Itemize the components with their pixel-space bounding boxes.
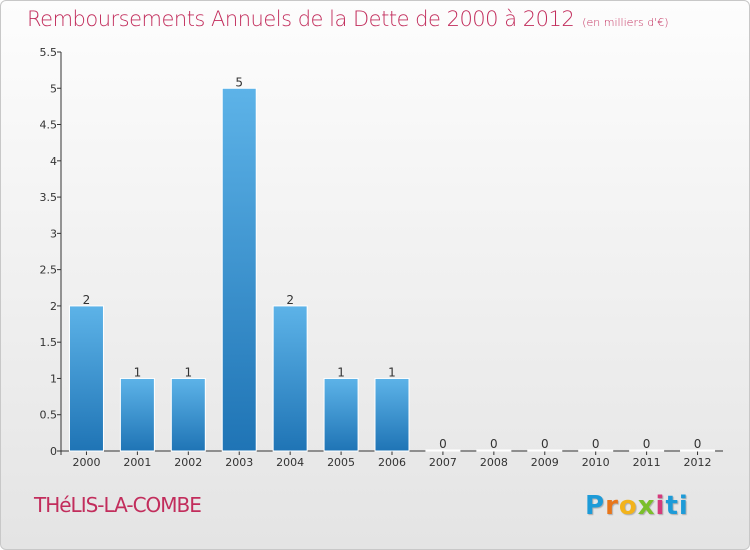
value-label: 1 — [184, 365, 192, 379]
chart-title: Remboursements Annuels de la Dette de 20… — [27, 7, 669, 31]
bar — [68, 305, 104, 452]
x-tick-label: 2001 — [123, 456, 151, 469]
x-tick-label: 2010 — [582, 456, 610, 469]
y-tick-label: 4.5 — [40, 119, 58, 132]
y-tick-label: 0 — [50, 445, 57, 458]
x-tick-label: 2011 — [633, 456, 661, 469]
value-label: 0 — [592, 437, 600, 451]
y-tick-label: 3.5 — [40, 191, 58, 204]
bar — [119, 377, 155, 452]
y-tick-label: 0.5 — [40, 409, 58, 422]
proxiti-logo: Proxiti — [585, 491, 689, 521]
y-tick-label: 5.5 — [40, 46, 58, 59]
bar — [221, 87, 257, 452]
value-label: 1 — [337, 365, 345, 379]
value-label: 0 — [439, 437, 447, 451]
bar — [170, 377, 206, 452]
bar — [476, 449, 512, 452]
value-label: 1 — [134, 365, 142, 379]
x-tick-label: 2002 — [174, 456, 202, 469]
bar — [578, 449, 614, 452]
y-tick-label: 1 — [50, 372, 57, 385]
bar — [272, 305, 308, 452]
x-tick-label: 2007 — [429, 456, 457, 469]
value-label: 1 — [388, 365, 396, 379]
value-label: 2 — [83, 293, 91, 307]
y-tick-label: 3 — [50, 227, 57, 240]
commune-name: THéLIS-LA-COMBE — [34, 493, 202, 517]
x-tick-label: 2008 — [480, 456, 508, 469]
x-tick-label: 2003 — [225, 456, 253, 469]
bar — [425, 449, 461, 452]
bar — [527, 449, 563, 452]
y-tick-label: 2 — [50, 300, 57, 313]
value-label: 0 — [694, 437, 702, 451]
value-label: 0 — [541, 437, 549, 451]
x-tick-label: 2009 — [531, 456, 559, 469]
value-label: 5 — [235, 75, 243, 89]
value-label: 0 — [490, 437, 498, 451]
bar — [629, 449, 665, 452]
x-tick-label: 2004 — [276, 456, 304, 469]
y-tick-label: 1.5 — [40, 336, 58, 349]
y-tick-label: 4 — [50, 155, 57, 168]
y-tick-label: 5 — [50, 82, 57, 95]
x-tick-label: 2012 — [684, 456, 712, 469]
bar — [323, 377, 359, 452]
x-tick-label: 2000 — [72, 456, 100, 469]
bar — [374, 377, 410, 452]
x-tick-label: 2006 — [378, 456, 406, 469]
value-label: 0 — [643, 437, 651, 451]
unit-note: (en milliers d'€) — [582, 16, 669, 29]
x-tick-label: 2005 — [327, 456, 355, 469]
bar — [680, 449, 716, 452]
value-label: 2 — [286, 293, 294, 307]
y-tick-label: 2.5 — [40, 264, 58, 277]
